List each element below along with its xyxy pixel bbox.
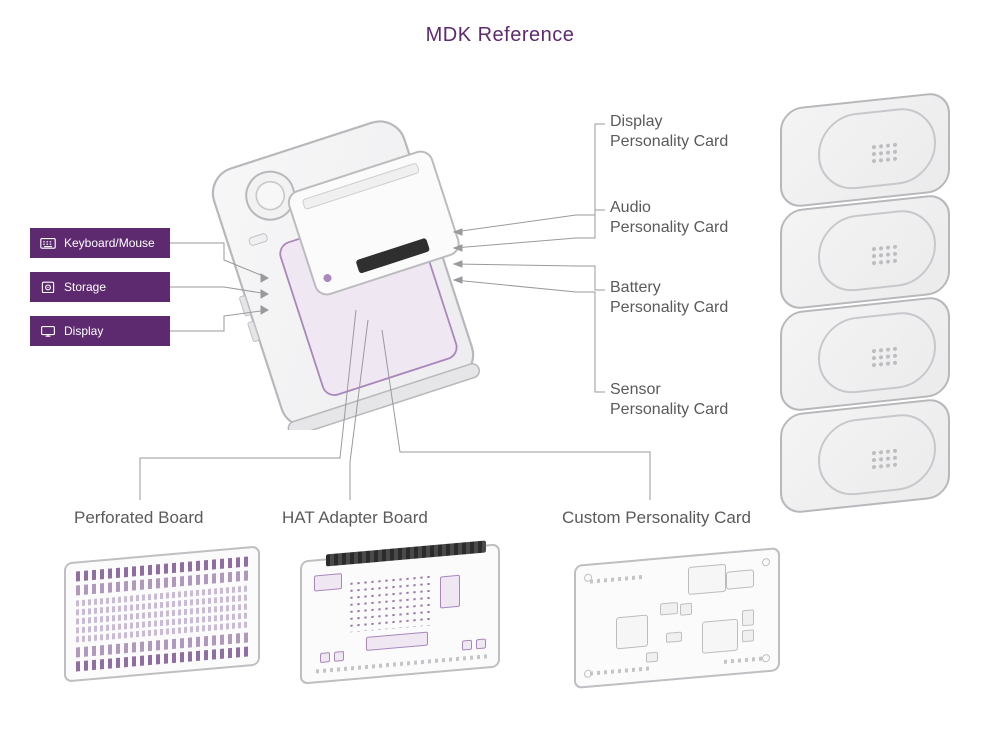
display-icon (40, 324, 56, 338)
cover-item (780, 91, 950, 209)
input-tag-label: Storage (64, 280, 106, 294)
cover-item (780, 397, 950, 515)
input-tag-label: Display (64, 324, 103, 338)
page-title: MDK Reference (0, 24, 1000, 47)
cover-item (780, 193, 950, 311)
device-illustration (200, 90, 540, 430)
hat-adapter-board (300, 543, 500, 684)
label-audio-card: Audio Personality Card (610, 198, 728, 238)
perforated-board (64, 545, 260, 682)
keyboard-icon (40, 236, 56, 250)
input-tag-keyboard: Keyboard/Mouse (30, 228, 170, 258)
input-tag-storage: Storage (30, 272, 170, 302)
label-display-card: Display Personality Card (610, 112, 728, 152)
input-tag-label: Keyboard/Mouse (64, 236, 155, 250)
label-sensor-card: Sensor Personality Card (610, 380, 728, 420)
heading-hat: HAT Adapter Board (282, 508, 428, 528)
custom-personality-card (574, 547, 780, 689)
heading-perforated: Perforated Board (74, 508, 203, 528)
heading-custom: Custom Personality Card (562, 508, 751, 528)
storage-icon (40, 280, 56, 294)
label-battery-card: Battery Personality Card (610, 278, 728, 318)
input-tag-display: Display (30, 316, 170, 346)
cover-item (780, 295, 950, 413)
